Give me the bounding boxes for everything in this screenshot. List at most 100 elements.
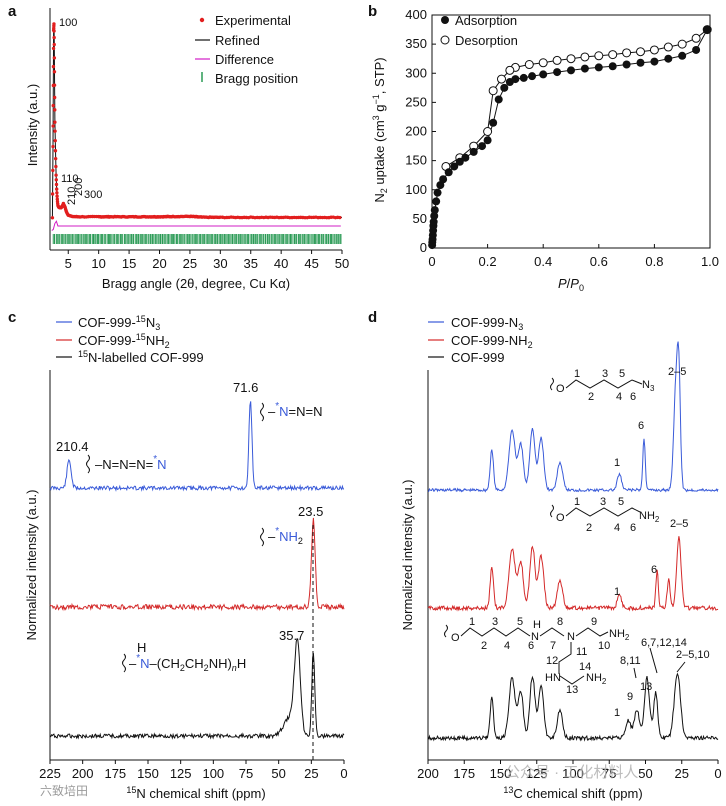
d-peak-arrows	[633, 647, 686, 679]
a-xtick-label: 30	[213, 256, 227, 271]
panel-c-structure-pei: H –*N–(CH2CH2NH)nH	[122, 640, 246, 673]
a-experimental-point	[52, 42, 56, 47]
panel-d-structure-n3: O N3 1 2 3 4 5 6	[550, 368, 655, 403]
panel-a-ylabel: Intensity (a.u.)	[25, 84, 40, 166]
d-xtick-label: 0	[714, 766, 721, 781]
d-peak-811-black: 8,11	[620, 655, 641, 667]
b-adsorption-point	[511, 75, 520, 84]
panel-b-legend: Adsorption Desorption	[440, 13, 518, 48]
b-adsorption-point	[539, 70, 548, 79]
svg-text:HN: HN	[545, 672, 561, 684]
svg-text:6: 6	[528, 640, 534, 652]
b-ytick-label: 100	[405, 182, 427, 197]
a-experimental-point	[54, 164, 58, 169]
panel-a-legend: Experimental Refined Difference Bragg po…	[195, 13, 298, 86]
b-desorption-point	[505, 65, 515, 75]
panel-b-xlabel: P/P0	[558, 276, 584, 293]
legend-adsorption-marker	[441, 16, 449, 24]
legend-d-n3: COF-999-N3	[451, 315, 523, 332]
b-adsorption-point	[528, 72, 537, 81]
a-experimental-point	[52, 95, 57, 100]
b-desorption-point	[691, 33, 701, 43]
a-experimental-point	[51, 124, 55, 128]
panel-c-legend: COF-999-15N3 COF-999-15NH2 15N-labelled …	[56, 314, 204, 365]
svg-text:4: 4	[614, 522, 620, 534]
svg-text:1: 1	[574, 496, 580, 508]
d-peak-9-black: 9	[627, 691, 633, 703]
b-xtick-label: 0.2	[479, 254, 497, 269]
panel-d-ylabel: Normalized intensity (a.u.)	[400, 480, 415, 631]
panel-c-peak-35: 35.7	[279, 628, 304, 643]
a-xtick-label: 25	[183, 256, 197, 271]
panel-d-x-ticks: 200 175 150 125 100 75 50 25 0	[417, 760, 722, 781]
c-xtick-label: 50	[271, 766, 285, 781]
svg-text:8: 8	[557, 616, 563, 628]
d-peak-1-red: 1	[614, 586, 620, 598]
legend-d-nh2: COF-999-NH2	[451, 333, 533, 350]
b-adsorption-point	[478, 142, 487, 151]
d-xtick-label: 75	[602, 766, 616, 781]
a-experimental-point	[53, 138, 57, 143]
panel-d-label: d	[368, 309, 377, 326]
c-xtick-label: 225	[39, 766, 61, 781]
panel-d: d COF-999-N3 COF-999-NH2 COF-999 Normali…	[368, 309, 722, 801]
panel-c-label: c	[8, 309, 16, 326]
panel-b: b 0 0.2 0.4 0.6 0.8 1.0 0 50 100 150 200 250 300 350 4…	[368, 3, 719, 293]
b-desorption-point	[594, 51, 604, 61]
panel-c-structure-amine: –*NH2	[260, 526, 303, 547]
svg-text:6: 6	[630, 522, 636, 534]
b-desorption-point	[622, 48, 632, 58]
a-experimental-point	[51, 64, 56, 69]
b-desorption-point	[497, 74, 506, 84]
svg-text:N: N	[531, 631, 539, 643]
a-experimental-point	[54, 178, 58, 182]
a-experimental-point	[53, 156, 58, 161]
b-adsorption-point	[678, 51, 687, 60]
c-xtick-label: 100	[202, 766, 224, 781]
a-experimental-point	[52, 70, 57, 74]
c-xtick-label: 0	[340, 766, 347, 781]
a-experimental-point	[52, 22, 56, 26]
panel-c-structure-azide-end: –N=N=N=*N	[86, 454, 166, 474]
svg-text:3: 3	[492, 616, 498, 628]
svg-text:9: 9	[591, 616, 597, 628]
panel-a-peak-300: 300	[84, 189, 102, 201]
b-desorption-point	[580, 52, 590, 62]
b-adsorption-point	[650, 57, 659, 66]
panel-a-label: a	[8, 3, 17, 20]
a-experimental-point	[51, 168, 55, 173]
panel-a-xlabel: Bragg angle (2θ, degree, Cu Kα)	[102, 276, 290, 291]
svg-text:6: 6	[630, 391, 636, 403]
b-ytick-label: 400	[405, 7, 427, 22]
panel-b-label: b	[368, 3, 377, 20]
d-peak-6-blue: 6	[638, 420, 644, 432]
b-desorption-line	[445, 29, 708, 167]
panel-b-ylabel: N2 uptake (cm3 g−1, STP)	[371, 57, 389, 202]
svg-text:4: 4	[504, 640, 510, 652]
b-ytick-label: 150	[405, 153, 427, 168]
d-peak-25-red: 2–5	[670, 518, 688, 530]
b-adsorption-point	[664, 54, 673, 63]
a-experimental-point	[55, 191, 59, 195]
b-adsorption-point	[553, 68, 562, 77]
c-n3-line	[49, 401, 345, 492]
b-ytick-label: 200	[405, 124, 427, 139]
legend-experimental-marker	[199, 17, 205, 23]
panel-c-peak-210: 210.4	[56, 439, 89, 454]
a-experimental-point	[50, 192, 55, 196]
svg-text:O: O	[556, 512, 565, 524]
d-xtick-label: 100	[562, 766, 584, 781]
a-xtick-label: 15	[122, 256, 136, 271]
svg-text:3: 3	[600, 496, 606, 508]
svg-text:13: 13	[566, 684, 578, 696]
c-xtick-label: 75	[239, 766, 253, 781]
panel-d-xlabel: 13C chemical shift (ppm)	[503, 785, 642, 801]
c-xtick-label: 175	[104, 766, 126, 781]
svg-text:14: 14	[579, 661, 591, 673]
b-adsorption-point	[580, 64, 589, 73]
d-cof-line	[427, 672, 719, 742]
legend-adsorption: Adsorption	[455, 13, 517, 28]
b-adsorption-point	[432, 197, 441, 206]
d-peak-2510-black: 2–5,10	[676, 649, 710, 661]
b-adsorption-point	[519, 73, 528, 82]
